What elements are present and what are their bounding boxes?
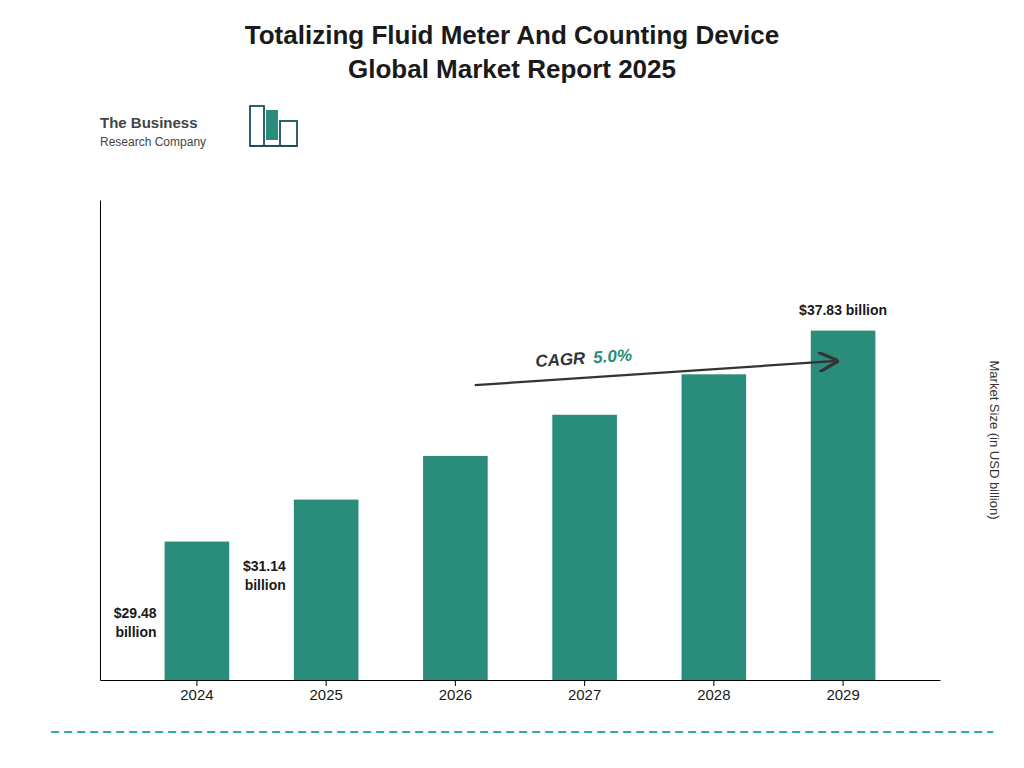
x-tick-label: 2028 — [697, 686, 730, 703]
x-axis: 2024 2025 2026 2027 2028 2029 — [101, 680, 941, 703]
x-tick-label: 2025 — [309, 686, 342, 703]
title-line: Global Market Report 2025 — [348, 54, 676, 84]
y-axis — [100, 201, 101, 681]
bar — [811, 331, 876, 680]
logo: The Business Research Company — [100, 106, 297, 149]
x-tick-label: 2024 — [180, 686, 213, 703]
x-axis-line — [101, 680, 941, 681]
x-tick: 2024 — [180, 680, 213, 703]
logo-bar — [266, 110, 278, 140]
data-label-line: $31.14 — [243, 558, 286, 574]
x-tick: 2028 — [697, 680, 730, 703]
title-line: Totalizing Fluid Meter And Counting Devi… — [245, 20, 779, 50]
data-label-line: billion — [245, 577, 286, 593]
logo-icon — [250, 106, 297, 146]
cagr-text: CAGR — [535, 349, 587, 371]
cagr-label: CAGR 5.0% — [535, 346, 633, 371]
bottom-rule — [51, 731, 993, 733]
x-tick: 2029 — [826, 680, 859, 703]
bar — [682, 374, 747, 680]
logo-bar — [250, 106, 264, 146]
cagr-arrow — [475, 361, 837, 385]
data-label: $37.83 billion — [799, 302, 887, 318]
plot: 202420252026202720282029$29.48billion$31… — [101, 201, 941, 768]
bar — [552, 415, 617, 680]
bar — [423, 456, 488, 680]
logo-text: The Business — [100, 114, 198, 131]
bar — [294, 500, 359, 680]
bars — [165, 331, 876, 680]
title: Totalizing Fluid Meter And Counting Devi… — [245, 20, 779, 84]
y-axis-title: Market Size (in USD billion) — [987, 361, 1002, 520]
cagr-value: 5.0% — [593, 346, 633, 368]
bar — [165, 542, 230, 680]
y-axis-line — [100, 201, 101, 681]
data-label: $29.48 billion — [114, 605, 157, 640]
x-tick: 2025 — [309, 680, 342, 703]
x-tick-label: 2026 — [439, 686, 472, 703]
data-label-line: $29.48 — [114, 605, 157, 621]
logo-baseline — [250, 145, 297, 147]
x-tick-label: 2027 — [568, 686, 601, 703]
logo-text: Research Company — [100, 135, 206, 149]
x-tick-label: 2029 — [826, 686, 859, 703]
data-label-line: billion — [115, 624, 156, 640]
data-label: $31.14 billion — [243, 558, 286, 593]
logo-bar — [280, 121, 297, 146]
chart-svg: Totalizing Fluid Meter And Counting Devi… — [0, 0, 1024, 768]
x-tick: 2026 — [439, 680, 472, 703]
x-tick: 2027 — [568, 680, 601, 703]
